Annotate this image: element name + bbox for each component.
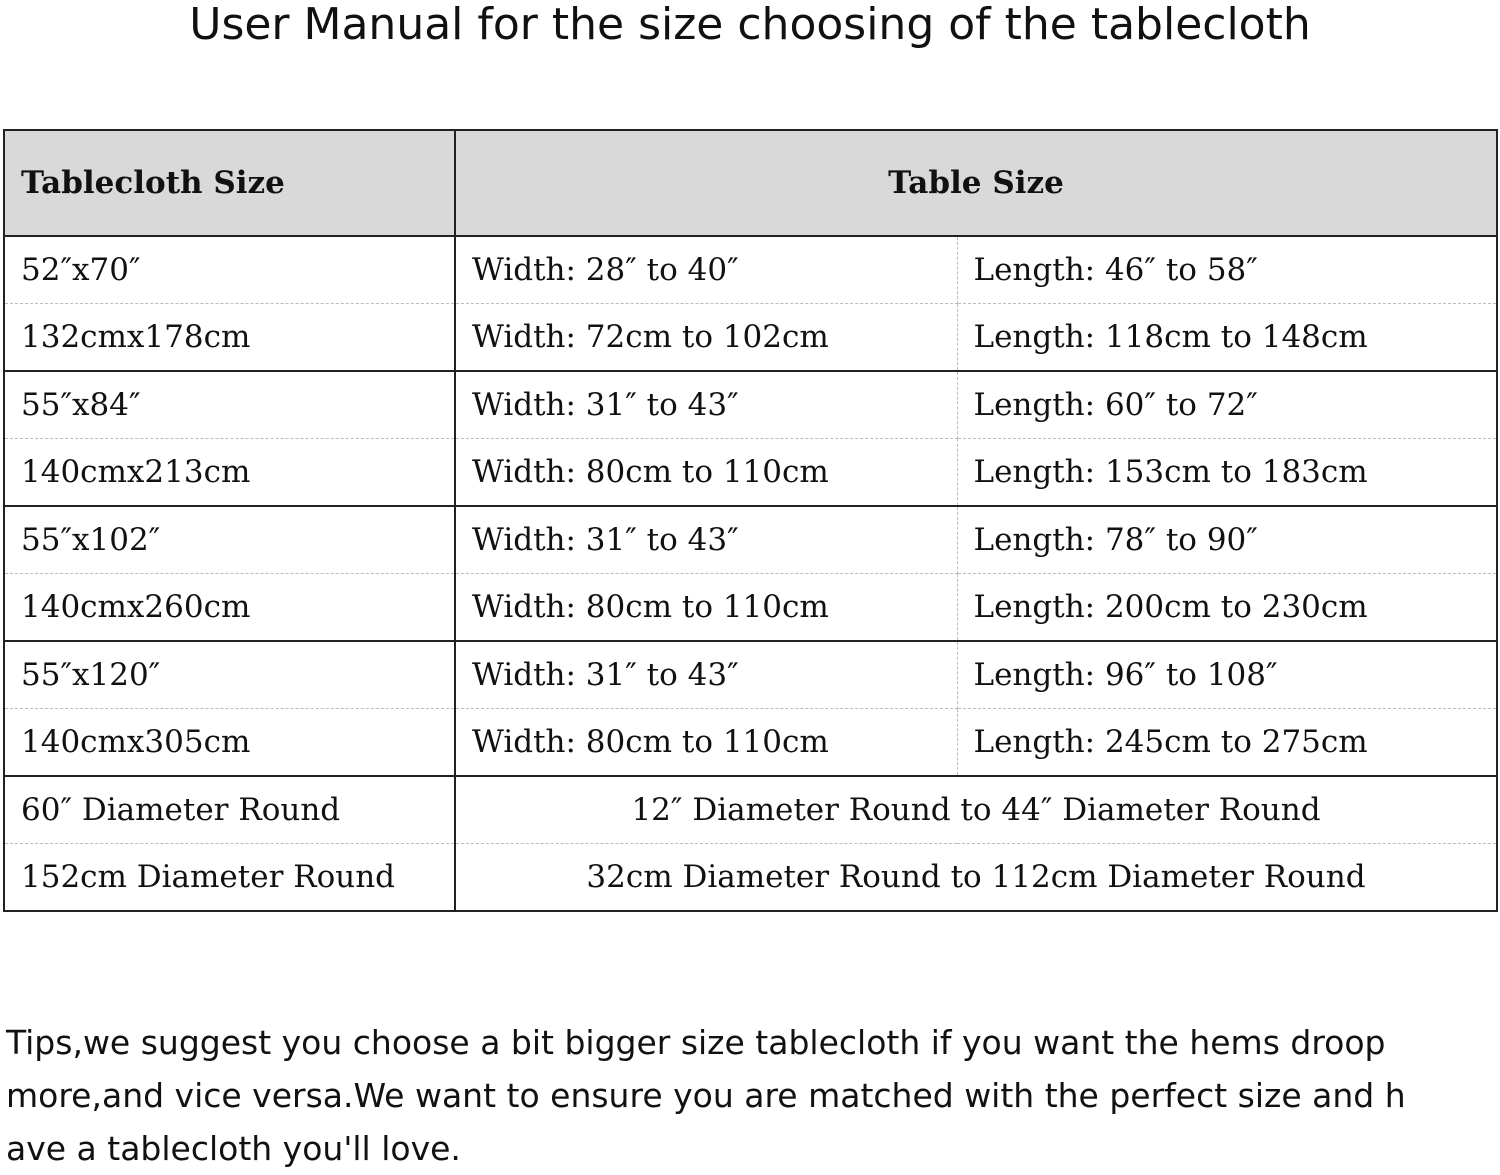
table-row: 55″x120″ Width: 31″ to 43″ Length: 96″ t… bbox=[3, 640, 1498, 709]
round-table-range-cell: 32cm Diameter Round to 112cm Diameter Ro… bbox=[454, 843, 1498, 912]
width-range-cell: Width: 31″ to 43″ bbox=[454, 370, 958, 439]
table-header-row: Tablecloth Size Table Size bbox=[3, 129, 1498, 237]
width-range-cell: Width: 31″ to 43″ bbox=[454, 505, 958, 574]
size-chart-table: Tablecloth Size Table Size 52″x70″ Width… bbox=[3, 129, 1498, 912]
width-range-cell: Width: 31″ to 43″ bbox=[454, 640, 958, 709]
tablecloth-size-cell: 55″x84″ bbox=[3, 370, 456, 439]
tips-line: more,and vice versa.We want to ensure yo… bbox=[6, 1076, 1406, 1115]
header-table-size: Table Size bbox=[454, 129, 1498, 237]
tips-line: ave a tablecloth you'll love. bbox=[6, 1129, 461, 1168]
table-row: 55″x84″ Width: 31″ to 43″ Length: 60″ to… bbox=[3, 370, 1498, 439]
tablecloth-size-cell: 140cmx213cm bbox=[3, 438, 456, 507]
round-table-range-cell: 12″ Diameter Round to 44″ Diameter Round bbox=[454, 775, 1498, 844]
tips-paragraph: Tips,we suggest you choose a bit bigger … bbox=[6, 1016, 1496, 1175]
tablecloth-size-cell: 152cm Diameter Round bbox=[3, 843, 456, 912]
table-row: 55″x102″ Width: 31″ to 43″ Length: 78″ t… bbox=[3, 505, 1498, 574]
table-row: 52″x70″ Width: 28″ to 40″ Length: 46″ to… bbox=[3, 235, 1498, 304]
width-range-cell: Width: 72cm to 102cm bbox=[454, 303, 958, 372]
tablecloth-size-cell: 55″x102″ bbox=[3, 505, 456, 574]
length-range-cell: Length: 118cm to 148cm bbox=[956, 303, 1498, 372]
length-range-cell: Length: 96″ to 108″ bbox=[956, 640, 1498, 709]
table-row: 132cmx178cm Width: 72cm to 102cm Length:… bbox=[3, 303, 1498, 372]
page-title: User Manual for the size choosing of the… bbox=[189, 0, 1311, 50]
length-range-cell: Length: 245cm to 275cm bbox=[956, 708, 1498, 777]
length-range-cell: Length: 200cm to 230cm bbox=[956, 573, 1498, 642]
tablecloth-size-cell: 55″x120″ bbox=[3, 640, 456, 709]
length-range-cell: Length: 60″ to 72″ bbox=[956, 370, 1498, 439]
tablecloth-size-cell: 132cmx178cm bbox=[3, 303, 456, 372]
tablecloth-size-cell: 140cmx260cm bbox=[3, 573, 456, 642]
table-row-round: 152cm Diameter Round 32cm Diameter Round… bbox=[3, 843, 1498, 912]
width-range-cell: Width: 80cm to 110cm bbox=[454, 708, 958, 777]
tablecloth-size-cell: 140cmx305cm bbox=[3, 708, 456, 777]
tablecloth-size-cell: 52″x70″ bbox=[3, 235, 456, 304]
width-range-cell: Width: 28″ to 40″ bbox=[454, 235, 958, 304]
tablecloth-size-cell: 60″ Diameter Round bbox=[3, 775, 456, 844]
header-tablecloth-size: Tablecloth Size bbox=[3, 129, 456, 237]
tips-line: Tips,we suggest you choose a bit bigger … bbox=[6, 1023, 1386, 1062]
table-row: 140cmx260cm Width: 80cm to 110cm Length:… bbox=[3, 573, 1498, 642]
table-row: 140cmx213cm Width: 80cm to 110cm Length:… bbox=[3, 438, 1498, 507]
width-range-cell: Width: 80cm to 110cm bbox=[454, 438, 958, 507]
length-range-cell: Length: 46″ to 58″ bbox=[956, 235, 1498, 304]
length-range-cell: Length: 153cm to 183cm bbox=[956, 438, 1498, 507]
length-range-cell: Length: 78″ to 90″ bbox=[956, 505, 1498, 574]
width-range-cell: Width: 80cm to 110cm bbox=[454, 573, 958, 642]
table-row-round: 60″ Diameter Round 12″ Diameter Round to… bbox=[3, 775, 1498, 844]
table-row: 140cmx305cm Width: 80cm to 110cm Length:… bbox=[3, 708, 1498, 777]
